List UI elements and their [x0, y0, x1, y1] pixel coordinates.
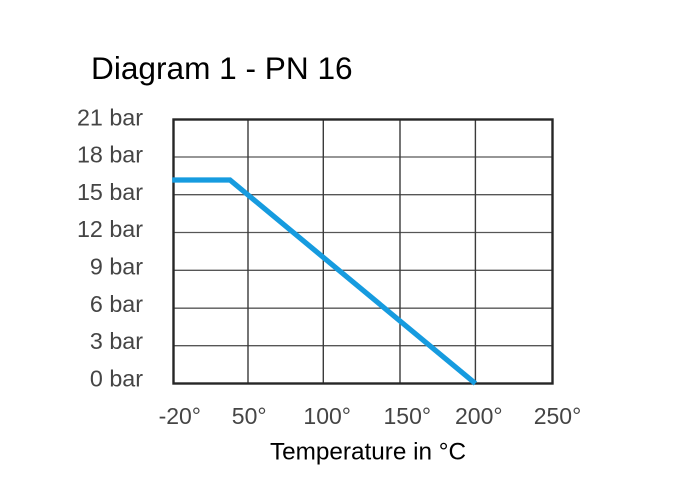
- svg-text:12 bar: 12 bar: [77, 216, 143, 242]
- svg-text:0 bar: 0 bar: [90, 365, 143, 391]
- svg-text:100°: 100°: [303, 403, 351, 429]
- svg-text:3 bar: 3 bar: [90, 328, 143, 354]
- svg-text:15 bar: 15 bar: [77, 179, 143, 205]
- svg-text:150°: 150°: [384, 403, 432, 429]
- svg-text:18 bar: 18 bar: [77, 142, 143, 168]
- svg-text:-20°: -20°: [159, 403, 201, 429]
- svg-text:21 bar: 21 bar: [77, 104, 143, 130]
- svg-text:250°: 250°: [534, 403, 582, 429]
- svg-text:Diagram 1 - PN 16: Diagram 1 - PN 16: [91, 50, 353, 86]
- svg-text:50°: 50°: [232, 403, 267, 429]
- svg-text:9 bar: 9 bar: [90, 254, 143, 280]
- svg-text:6 bar: 6 bar: [90, 291, 143, 317]
- svg-text:200°: 200°: [455, 403, 503, 429]
- svg-text:Temperature in °C: Temperature in °C: [270, 439, 466, 466]
